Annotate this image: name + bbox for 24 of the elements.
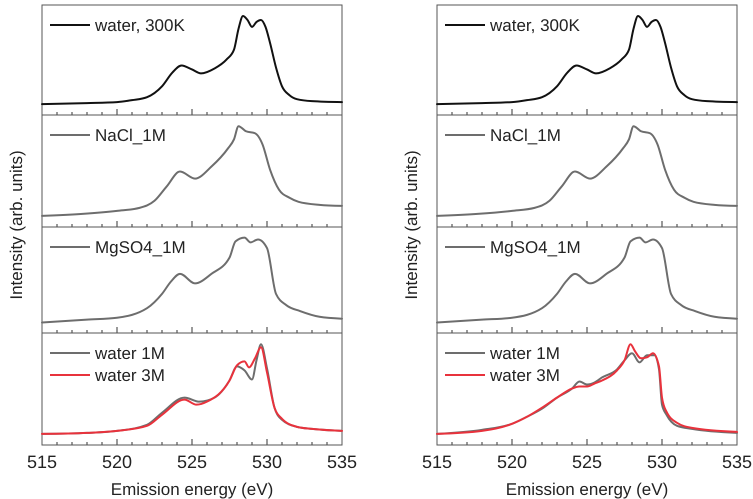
x-tick-label: 525 (572, 452, 602, 472)
x-tick-label: 530 (252, 452, 282, 472)
legend-label: MgSO4_1M (490, 238, 581, 257)
legend-label: water 3M (489, 366, 560, 385)
y-axis-title: Intensity (arb. units) (7, 150, 26, 300)
x-tick-label: 520 (102, 452, 132, 472)
y-axis-title: Intensity (arb. units) (402, 150, 421, 300)
x-tick-label: 525 (176, 452, 208, 472)
x-tick-label: 515 (26, 452, 58, 472)
x-tick-label: 535 (326, 452, 358, 472)
legend-label: water, 300K (489, 16, 580, 35)
x-tick-label: 535 (722, 452, 752, 472)
legend-label: water 1M (489, 344, 560, 363)
legend-label: water 3M (94, 366, 165, 385)
x-axis-title: Emission energy (eV) (506, 480, 668, 499)
legend-label: NaCl_1M (490, 126, 561, 145)
x-tick-label: 520 (496, 452, 528, 472)
legend-label: NaCl_1M (95, 126, 166, 145)
x-tick-label: 515 (422, 452, 452, 472)
legend-label: MgSO4_1M (95, 238, 186, 257)
legend-label: water 1M (94, 344, 165, 363)
x-tick-label: 530 (646, 452, 678, 472)
x-axis-title: Emission energy (eV) (110, 480, 274, 499)
legend-label: water, 300K (94, 16, 186, 35)
